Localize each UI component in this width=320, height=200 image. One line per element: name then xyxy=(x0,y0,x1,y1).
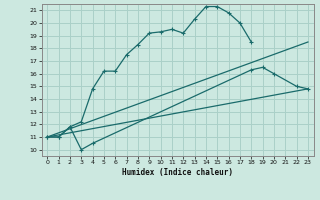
X-axis label: Humidex (Indice chaleur): Humidex (Indice chaleur) xyxy=(122,168,233,177)
